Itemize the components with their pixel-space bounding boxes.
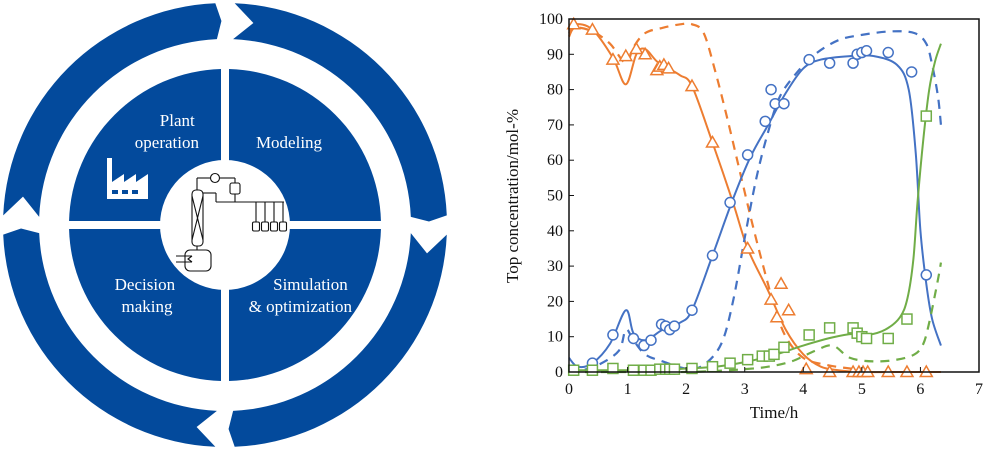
series-line-4	[568, 54, 942, 369]
data-point-circle	[741, 149, 754, 161]
data-point-triangle	[618, 48, 634, 62]
cycle-diagram: Plant operation Modeling Simulation & op…	[3, 3, 447, 447]
y-tick-label: 20	[547, 293, 563, 310]
data-point-circle	[803, 53, 815, 66]
data-point-circle	[645, 334, 657, 346]
x-axis-label: Time/h	[750, 403, 799, 422]
label-modeling: Modeling	[256, 133, 323, 152]
data-point-square	[920, 110, 933, 122]
data-point-circle	[759, 115, 771, 128]
distillation-column-icon	[176, 172, 288, 272]
y-tick-label: 90	[547, 46, 563, 63]
y-tick-label: 40	[547, 223, 563, 240]
data-point-square	[627, 364, 640, 376]
cycle-ring	[3, 3, 447, 447]
x-tick-label: 3	[741, 381, 749, 398]
x-tick-label: 6	[916, 381, 924, 398]
data-point-square	[778, 341, 790, 354]
y-tick-label: 10	[547, 329, 563, 346]
series-line-5	[568, 30, 943, 372]
cycle-arrow-1	[233, 3, 447, 222]
cycle-arrow-2	[228, 233, 447, 447]
y-tick-label: 80	[547, 82, 563, 99]
data-point-triangle	[566, 16, 581, 30]
y-tick-label: 50	[547, 188, 563, 205]
y-tick-label: 30	[547, 258, 563, 275]
data-point-triangle	[637, 46, 653, 60]
data-point-square	[901, 313, 913, 325]
data-point-square	[768, 348, 780, 361]
data-point-triangle	[629, 41, 644, 55]
data-point-triangle	[781, 302, 796, 316]
data-point-circle	[920, 269, 933, 281]
data-point-triangle	[585, 22, 600, 35]
y-tick-label: 60	[547, 152, 563, 169]
data-point-circle	[765, 83, 777, 96]
series-line-2	[568, 22, 874, 372]
x-tick-label: 1	[624, 381, 632, 398]
x-tick-label: 4	[799, 381, 807, 398]
data-point-square	[860, 332, 873, 345]
label-decision-making: Decision making	[115, 275, 180, 316]
label-simulation-optimization: Simulation & optimization	[249, 275, 353, 316]
data-point-triangle	[740, 240, 755, 254]
data-point-circle	[724, 196, 736, 209]
series-line-8	[569, 262, 943, 374]
data-point-triangle	[763, 292, 779, 305]
data-point-triangle	[705, 135, 720, 148]
data-point-circle	[607, 329, 619, 341]
data-point-square	[803, 329, 815, 341]
data-point-circle	[686, 304, 698, 316]
data-point-square	[706, 360, 719, 373]
label-plant-operation: Plant operation	[135, 111, 200, 152]
data-point-square	[607, 362, 619, 375]
data-point-circle	[668, 320, 681, 332]
cycle-arrow-4	[3, 3, 222, 217]
data-point-circle	[778, 97, 790, 110]
data-point-square	[686, 362, 698, 375]
x-tick-label: 7	[975, 381, 983, 398]
y-axis-label: Top concentration/mol-%	[503, 109, 522, 283]
data-point-circle	[905, 66, 918, 78]
data-point-square	[668, 363, 681, 375]
data-point-triangle	[605, 52, 621, 65]
data-point-square	[567, 364, 580, 376]
factory-icon	[107, 158, 148, 199]
series-line-7	[568, 43, 942, 372]
cycle-arrow-3	[3, 228, 217, 447]
data-point-triangle	[773, 276, 789, 289]
data-point-square	[586, 364, 599, 376]
series-layer	[566, 16, 943, 378]
data-point-square	[741, 353, 754, 366]
x-tick-label: 5	[858, 381, 866, 398]
data-point-square	[882, 332, 894, 345]
y-tick-label: 0	[555, 364, 563, 381]
data-point-circle	[860, 45, 873, 57]
data-point-square	[724, 357, 736, 369]
y-tick-label: 100	[539, 11, 563, 28]
data-point-circle	[706, 249, 719, 262]
series-line-1	[568, 23, 941, 374]
data-point-circle	[882, 46, 894, 59]
data-point-triangle	[661, 60, 676, 74]
x-tick-label: 2	[682, 381, 690, 398]
data-point-circle	[823, 57, 836, 69]
data-point-circle	[627, 332, 640, 345]
y-tick-label: 70	[547, 117, 563, 134]
data-point-square	[823, 322, 836, 334]
data-point-triangle	[684, 78, 700, 92]
data-point-triangle	[769, 309, 785, 323]
x-tick-label: 0	[565, 381, 573, 398]
